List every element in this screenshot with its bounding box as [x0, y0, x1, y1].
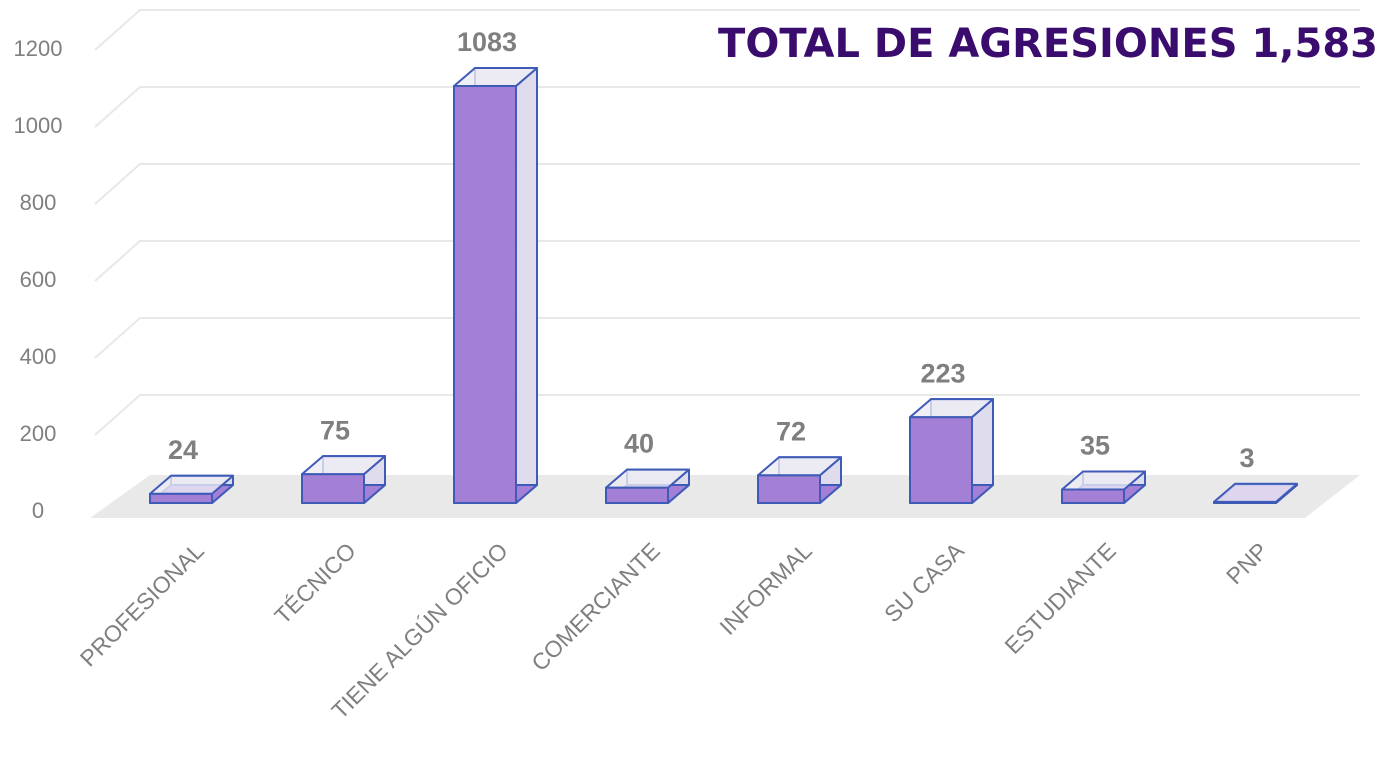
value-label: 75 — [320, 415, 350, 445]
x-tick-label: PROFESIONAL — [75, 537, 209, 671]
y-tick-label: 1200 — [14, 36, 63, 61]
x-tick-label: COMERCIANTE — [526, 537, 665, 676]
bar-top — [1061, 470, 1146, 491]
grid-line — [94, 240, 1360, 282]
x-tick-label: TIENE ALGÚN OFICIO — [326, 537, 512, 723]
value-label: 24 — [168, 435, 198, 465]
bar-top — [605, 468, 690, 489]
grid-line — [94, 317, 1360, 359]
x-tick-label: ESTUDIANTE — [999, 537, 1120, 658]
value-label: 3 — [1239, 443, 1254, 473]
y-tick-label: 0 — [32, 498, 44, 523]
grid-line — [94, 86, 1360, 128]
grid-line — [94, 394, 1360, 436]
bar-front — [909, 416, 973, 504]
y-tick-label: 800 — [20, 190, 57, 215]
floor — [90, 475, 1360, 518]
bar — [453, 67, 538, 504]
bar — [1213, 482, 1298, 505]
bar — [909, 398, 994, 504]
bar — [757, 456, 842, 504]
bar — [1061, 470, 1146, 504]
x-tick-label: TÉCNICO — [269, 537, 361, 629]
bar-front — [301, 473, 365, 504]
grid-line — [94, 9, 1360, 51]
bar — [301, 455, 386, 504]
bar-front — [149, 492, 213, 505]
y-tick-label: 1000 — [14, 113, 63, 138]
x-tick-label: SU CASA — [879, 537, 969, 627]
bar-front — [453, 85, 517, 504]
bar-top — [909, 398, 994, 419]
bar — [605, 468, 690, 505]
value-label: 223 — [920, 358, 965, 388]
bar-top — [757, 456, 842, 477]
bar-top — [301, 455, 386, 476]
grid-line — [94, 163, 1360, 205]
x-tick-label: INFORMAL — [714, 537, 817, 640]
value-label: 35 — [1080, 431, 1110, 461]
x-tick-label: PNP — [1221, 537, 1273, 589]
chart-title: TOTAL DE AGRESIONES 1,583 — [718, 21, 1378, 67]
bar-top — [149, 474, 234, 495]
bar-side — [515, 67, 538, 504]
value-label: 40 — [624, 429, 654, 459]
y-tick-label: 600 — [20, 267, 57, 292]
bar-front — [1061, 488, 1125, 504]
bar-front — [605, 486, 669, 505]
bar — [149, 474, 234, 505]
value-label: 1083 — [457, 27, 517, 57]
bar-front — [757, 474, 821, 504]
y-tick-label: 400 — [20, 344, 57, 369]
y-tick-label: 200 — [20, 421, 57, 446]
value-label: 72 — [776, 416, 806, 446]
bar-top — [1213, 482, 1298, 503]
bar-top — [453, 67, 538, 88]
